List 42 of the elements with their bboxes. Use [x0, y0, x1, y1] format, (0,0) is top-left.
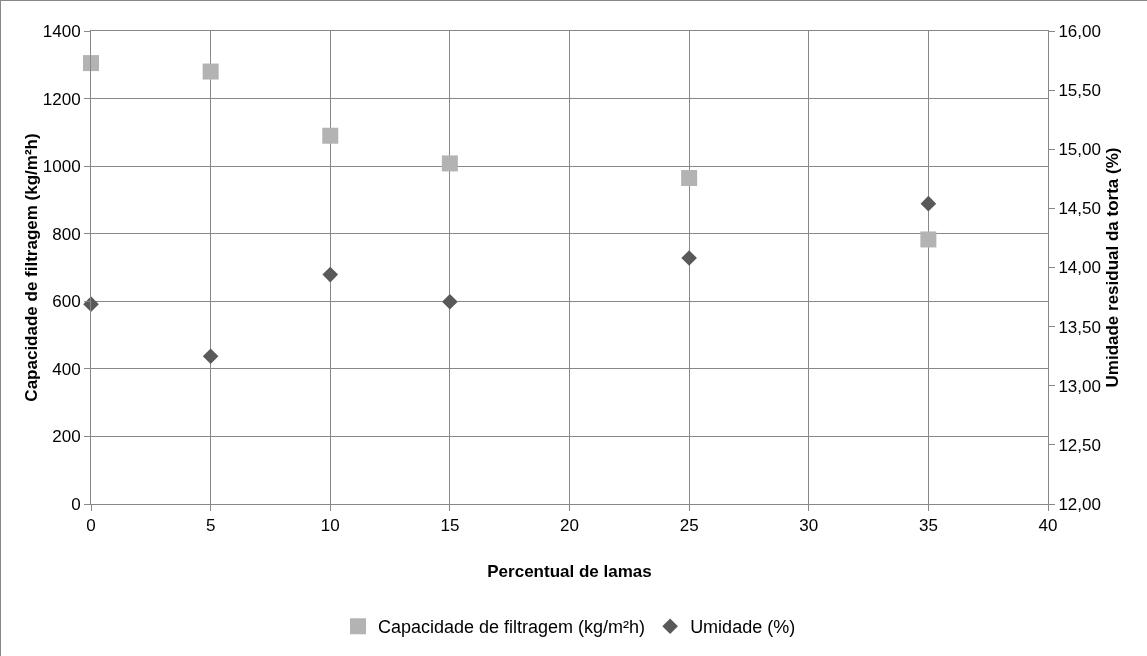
point: [202, 348, 219, 364]
y-tick-label: 200: [52, 427, 81, 447]
y-tick-label: 1400: [42, 21, 81, 41]
point: [322, 127, 339, 144]
legend-label: Umidade (%): [690, 617, 796, 638]
y2-tick-label: 14,50: [1058, 199, 1101, 219]
x-tick-label: 40: [1038, 516, 1058, 536]
point: [920, 231, 937, 248]
y2-tick-label: 12,50: [1058, 435, 1101, 455]
x-tick-label: 0: [86, 516, 96, 536]
point: [322, 266, 339, 283]
point: [202, 63, 219, 80]
y2-tick-label: 15,00: [1058, 140, 1101, 160]
y-tick-label: 600: [52, 292, 81, 312]
x-tick-label: 15: [440, 516, 460, 536]
y2-tick-label: 15,50: [1058, 81, 1101, 101]
x-tick-label: 25: [679, 516, 699, 536]
y-tick-label: 800: [52, 224, 81, 244]
y-tick-label: 0: [71, 494, 81, 514]
y-tick-label: 400: [52, 359, 81, 379]
point: [441, 155, 458, 172]
x-tick-label: 30: [799, 516, 819, 536]
x-tick-label: 5: [205, 516, 216, 536]
y2-tick-label: 13,50: [1058, 317, 1101, 337]
y2-tick-label: 14,00: [1058, 258, 1101, 278]
point: [83, 55, 99, 72]
point: [920, 195, 937, 212]
y-tick-label: 1200: [42, 89, 81, 109]
x-tick-label: 10: [320, 516, 340, 536]
point: [681, 169, 698, 186]
y-tick-label: 1000: [42, 157, 81, 177]
x-axis-title: Percentual de lamas: [487, 561, 652, 581]
y-axis-title: Capacidade de filtragem (kg/m²h): [21, 133, 41, 402]
y2-tick-label: 16,00: [1058, 21, 1101, 41]
x-tick-label: 35: [918, 516, 938, 536]
y2-axis-title: Umidade residual da torta (%): [1102, 147, 1122, 388]
y2-tick-label: 13,00: [1058, 376, 1101, 396]
y2-tick-label: 12,00: [1058, 494, 1101, 514]
x-tick-label: 20: [560, 516, 579, 536]
point: [681, 250, 697, 266]
legend-label: Capacidade de filtragem (kg/m²h): [378, 617, 646, 638]
point: [442, 293, 458, 310]
